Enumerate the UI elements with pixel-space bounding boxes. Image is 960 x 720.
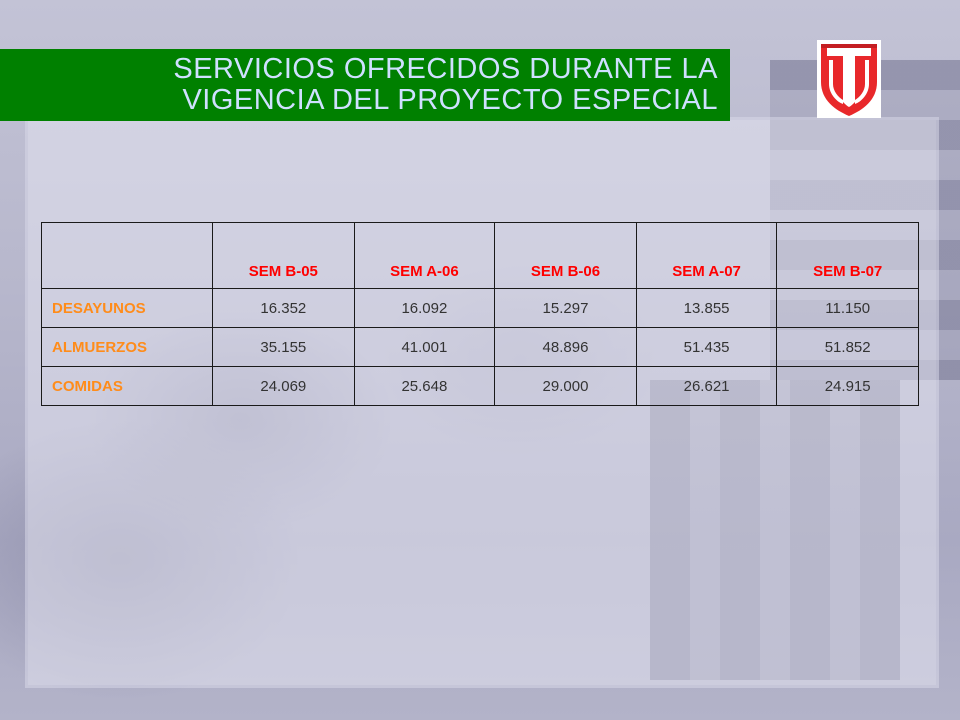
table-cell: 48.896: [494, 327, 637, 367]
title-line-1: SERVICIOS OFRECIDOS DURANTE LA: [173, 53, 718, 85]
services-table: SEM B-05 SEM A-06 SEM B-06 SEM A-07 SEM …: [41, 222, 919, 406]
row-label: ALMUERZOS: [41, 327, 213, 367]
table-cell: 25.648: [353, 366, 496, 406]
table-row: DESAYUNOS 16.352 16.092 15.297 13.855 11…: [41, 288, 919, 328]
column-header: SEM B-06: [494, 222, 637, 289]
table-header-row: SEM B-05 SEM A-06 SEM B-06 SEM A-07 SEM …: [41, 222, 919, 289]
table-row: COMIDAS 24.069 25.648 29.000 26.621 24.9…: [41, 366, 919, 406]
table-cell: 24.069: [212, 366, 355, 406]
table-cell: 41.001: [353, 327, 496, 367]
table-cell: 24.915: [776, 366, 919, 406]
row-label: DESAYUNOS: [41, 288, 213, 328]
title-bar: SERVICIOS OFRECIDOS DURANTE LA VIGENCIA …: [0, 49, 730, 121]
table-row: ALMUERZOS 35.155 41.001 48.896 51.435 51…: [41, 327, 919, 367]
university-shield-logo: [817, 40, 881, 118]
table-cell: 35.155: [212, 327, 355, 367]
table-cell: 11.150: [776, 288, 919, 328]
column-header: SEM A-07: [635, 222, 778, 289]
table-cell: 16.352: [212, 288, 355, 328]
table-cell: 15.297: [494, 288, 637, 328]
table-cell: 26.621: [635, 366, 778, 406]
shield-icon: [821, 44, 877, 116]
column-header: SEM A-06: [353, 222, 496, 289]
table-cell: 13.855: [635, 288, 778, 328]
column-header: SEM B-05: [212, 222, 355, 289]
table-cell: 51.852: [776, 327, 919, 367]
table-cell: 51.435: [635, 327, 778, 367]
table-cell: 29.000: [494, 366, 637, 406]
row-label: COMIDAS: [41, 366, 213, 406]
table-corner-cell: [41, 222, 213, 289]
table-cell: 16.092: [353, 288, 496, 328]
title-line-2: VIGENCIA DEL PROYECTO ESPECIAL: [182, 84, 718, 116]
slide-title: SERVICIOS OFRECIDOS DURANTE LA VIGENCIA …: [173, 54, 718, 116]
column-header: SEM B-07: [776, 222, 919, 289]
